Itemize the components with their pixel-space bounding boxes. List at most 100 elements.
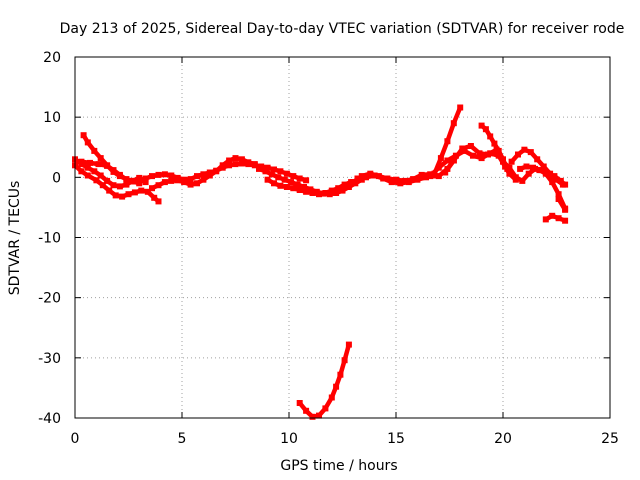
data-point — [523, 163, 530, 170]
data-point — [307, 186, 314, 193]
data-point — [437, 155, 444, 162]
data-point — [271, 166, 277, 173]
data-point — [333, 190, 340, 196]
data-point — [495, 147, 502, 154]
data-point — [542, 216, 549, 223]
data-point — [84, 139, 91, 146]
y-tick-label: 0 — [52, 170, 61, 186]
data-point — [459, 145, 466, 152]
data-point — [521, 146, 528, 153]
data-point — [435, 173, 442, 180]
data-point — [238, 160, 245, 167]
x-tick-label: 5 — [178, 431, 187, 447]
data-point — [467, 143, 474, 149]
data-point — [301, 184, 307, 190]
data-point — [161, 171, 168, 178]
data-point — [444, 157, 451, 164]
data-point — [106, 187, 113, 194]
data-point — [151, 194, 158, 201]
y-tick-label: -30 — [38, 351, 61, 367]
series-points-track-s — [296, 341, 352, 420]
data-point — [559, 181, 566, 188]
data-point — [125, 191, 132, 198]
data-point — [168, 172, 175, 179]
y-tick-label: 10 — [43, 110, 61, 126]
data-point — [93, 177, 100, 184]
data-point — [328, 394, 335, 401]
y-tick-label: -20 — [38, 291, 61, 307]
data-point — [536, 167, 543, 174]
data-point — [123, 181, 130, 188]
data-point — [181, 179, 188, 186]
data-point — [442, 169, 449, 176]
data-point — [104, 177, 111, 184]
data-point — [450, 157, 457, 164]
data-point — [512, 174, 519, 181]
data-point — [110, 167, 117, 174]
data-point — [380, 175, 387, 182]
data-point — [553, 176, 560, 183]
data-point — [129, 177, 136, 184]
data-point — [80, 132, 87, 139]
x-tick-label: 20 — [494, 431, 512, 447]
data-point — [555, 215, 562, 222]
x-tick-label: 0 — [71, 431, 80, 447]
data-point — [251, 161, 258, 168]
data-point — [142, 175, 149, 182]
series-points-track-o — [508, 146, 566, 188]
data-point — [161, 179, 168, 186]
data-point — [294, 181, 301, 188]
data-point — [316, 412, 322, 419]
y-tick-label: -10 — [38, 231, 61, 247]
data-point — [290, 185, 297, 192]
data-point — [309, 190, 316, 196]
data-point — [296, 175, 303, 182]
data-point — [104, 162, 111, 169]
data-point — [271, 180, 277, 187]
data-point — [232, 155, 239, 162]
grid-lines — [75, 57, 610, 418]
data-point — [226, 162, 233, 169]
series-line-track-q — [543, 213, 568, 223]
data-point — [91, 147, 98, 154]
data-point — [549, 179, 556, 186]
data-point — [450, 120, 457, 127]
data-point — [367, 170, 374, 177]
data-point — [487, 133, 494, 140]
data-point — [328, 187, 335, 194]
data-point — [427, 173, 434, 180]
data-point — [187, 176, 194, 183]
data-point — [418, 171, 425, 178]
data-point — [136, 177, 143, 184]
data-point — [142, 179, 149, 186]
data-point — [333, 383, 340, 390]
data-point — [515, 151, 521, 158]
data-point — [397, 180, 404, 187]
data-point — [91, 168, 98, 175]
axis-ticks: 0 5 10 15 20 25 -40 -30 -20 -10 0 10 20 — [38, 50, 619, 447]
data-point — [95, 161, 102, 168]
data-point — [144, 188, 151, 195]
data-point — [350, 179, 357, 186]
data-point — [123, 176, 130, 183]
data-point — [371, 172, 378, 179]
data-point — [99, 182, 106, 189]
data-point — [500, 156, 506, 163]
data-point — [506, 170, 513, 177]
data-point — [131, 189, 138, 196]
data-point — [155, 171, 162, 178]
data-point — [435, 164, 442, 171]
series-points-track-q — [542, 212, 569, 224]
data-point — [149, 173, 155, 180]
series-line-track-s — [297, 342, 352, 420]
data-point — [87, 159, 93, 166]
data-point — [530, 164, 536, 171]
data-point — [245, 159, 252, 166]
data-point — [547, 170, 554, 177]
data-point — [534, 156, 541, 163]
x-axis-label: GPS time / hours — [280, 458, 397, 474]
data-point — [296, 400, 303, 406]
data-point — [504, 165, 511, 172]
data-point — [363, 174, 369, 181]
